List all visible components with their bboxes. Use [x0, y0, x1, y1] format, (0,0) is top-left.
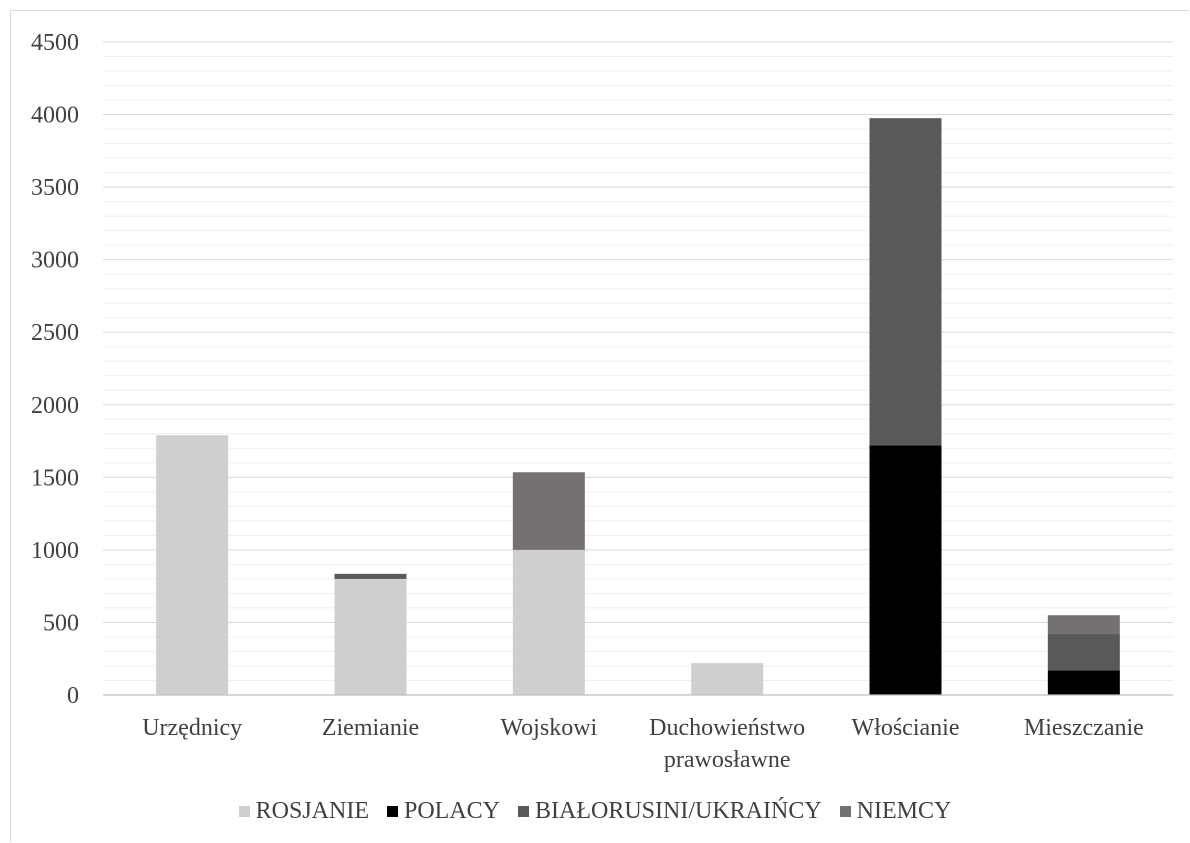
stacked-bar-chart: 0 500 1000 1500 2000 2500 3000 3500 4000 4500 Urz…	[31, 30, 1173, 773]
bar-segment-bia-orusini-ukrai-cy-1	[334, 573, 407, 579]
bar-segment-bia-orusini-ukrai-cy-4	[869, 118, 942, 446]
bar-segment-rosjanie-3	[691, 663, 764, 695]
legend-item: ROSJANIE	[238, 798, 369, 825]
x-tick-label: Urzędnicy	[142, 715, 242, 741]
y-tick-label: 1000	[31, 538, 79, 564]
legend-item: NIEMCY	[839, 798, 952, 825]
x-tick-label: Ziemianie	[322, 715, 419, 741]
y-tick-label: 1500	[31, 465, 79, 491]
legend-item: POLACY	[386, 798, 500, 825]
legend-label: ROSJANIE	[255, 798, 369, 824]
y-tick-label: 4000	[31, 103, 79, 129]
bar-segment-niemcy-2	[512, 472, 585, 550]
bar-segment-polacy-5	[1047, 670, 1120, 695]
y-tick-label: 3000	[31, 248, 79, 274]
bar-segment-rosjanie-1	[334, 578, 407, 695]
x-tick-label: Mieszczanie	[1024, 715, 1144, 741]
legend-swatch	[839, 806, 851, 817]
bars	[156, 118, 1120, 695]
minor-gridlines	[103, 56, 1173, 681]
y-tick-labels: 0 500 1000 1500 2000 2500 3000 3500 4000 4500	[31, 30, 79, 709]
x-tick-label: Duchowieństwo	[649, 715, 805, 741]
legend-item: BIAŁORUSINI/UKRAIŃCY	[518, 798, 822, 825]
legend: ROSJANIE POLACY BIAŁORUSINI/UKRAIŃCY NIEMCY	[0, 798, 1190, 825]
legend-swatch	[518, 806, 529, 817]
bar-segment-niemcy-5	[1047, 615, 1120, 635]
y-tick-label: 4500	[31, 30, 79, 56]
major-gridlines	[103, 41, 1173, 623]
y-tick-label: 2500	[31, 320, 79, 346]
bar-segment-polacy-4	[869, 445, 942, 695]
x-tick-label: Włościanie	[852, 715, 960, 741]
x-tick-label: Wojskowi	[500, 715, 597, 741]
y-tick-label: 2000	[31, 393, 79, 419]
x-tick-labels: Urzędnicy Ziemianie Wojskowi Duchowieństwo p…	[142, 715, 1144, 773]
bar-segment-rosjanie-0	[156, 435, 229, 695]
chart-frame	[10, 10, 1189, 842]
legend-swatch	[386, 806, 398, 817]
y-tick-label: 3500	[31, 175, 79, 201]
legend-swatch	[238, 806, 250, 817]
y-tick-label: 0	[67, 683, 79, 709]
legend-label: NIEMCY	[856, 798, 952, 824]
x-tick-label: prawosławne	[664, 747, 791, 773]
legend-label: POLACY	[403, 798, 500, 824]
bar-segment-bia-orusini-ukrai-cy-5	[1047, 634, 1120, 671]
y-tick-label: 500	[43, 610, 79, 636]
bar-segment-rosjanie-2	[512, 549, 585, 695]
legend-label: BIAŁORUSINI/UKRAIŃCY	[535, 798, 822, 824]
